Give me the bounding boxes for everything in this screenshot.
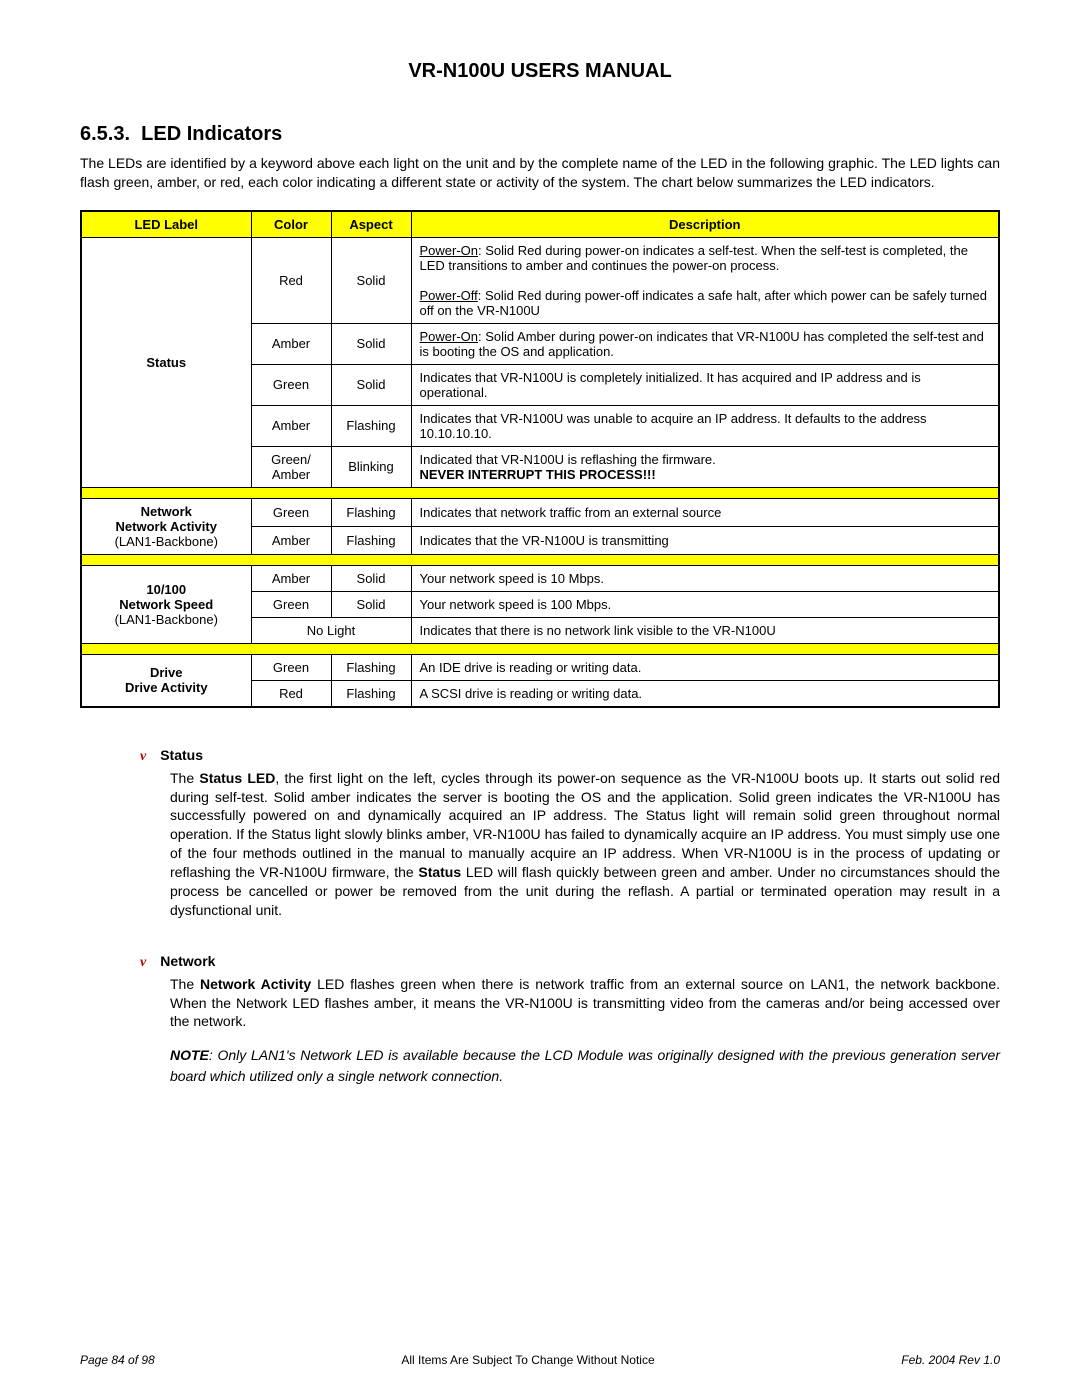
aspect-cell: Solid — [331, 364, 411, 405]
page-footer: Page 84 of 98 All Items Are Subject To C… — [80, 1313, 1000, 1367]
aspect-cell: Flashing — [331, 680, 411, 707]
col-led-label: LED Label — [81, 211, 251, 238]
status-body: The Status LED, the first light on the l… — [170, 769, 1000, 920]
footer-rev: Feb. 2004 Rev 1.0 — [901, 1353, 1000, 1367]
col-description: Description — [411, 211, 999, 238]
description-cell: Indicates that VR-N100U was unable to ac… — [411, 405, 999, 446]
col-aspect: Aspect — [331, 211, 411, 238]
aspect-cell: Solid — [331, 323, 411, 364]
color-cell: Green/Amber — [251, 446, 331, 487]
bullet-icon: v — [140, 954, 146, 973]
bullet-icon: v — [140, 748, 146, 767]
separator-row — [81, 554, 999, 565]
color-cell: Amber — [251, 526, 331, 554]
aspect-cell: Blinking — [331, 446, 411, 487]
color-cell: Red — [251, 680, 331, 707]
color-cell: Red — [251, 237, 331, 323]
description-cell: Power-On: Solid Red during power-on indi… — [411, 237, 999, 323]
table-row: DriveDrive ActivityGreenFlashingAn IDE d… — [81, 654, 999, 680]
description-cell: An IDE drive is reading or writing data. — [411, 654, 999, 680]
table-row: StatusRedSolidPower-On: Solid Red during… — [81, 237, 999, 323]
network-heading-text: Network — [160, 952, 215, 971]
network-note: NOTE: Only LAN1's Network LED is availab… — [170, 1045, 1000, 1086]
description-cell: Indicates that there is no network link … — [411, 617, 999, 643]
section-number: 6.5.3. — [80, 123, 130, 145]
led-table: LED Label Color Aspect Description Statu… — [80, 210, 1000, 708]
description-cell: Indicates that the VR-N100U is transmitt… — [411, 526, 999, 554]
description-cell: Power-On: Solid Amber during power-on in… — [411, 323, 999, 364]
aspect-cell: Solid — [331, 237, 411, 323]
color-cell: Green — [251, 591, 331, 617]
aspect-cell: Solid — [331, 591, 411, 617]
color-cell: Green — [251, 364, 331, 405]
description-cell: Your network speed is 10 Mbps. — [411, 565, 999, 591]
status-heading: v Status — [140, 746, 1000, 767]
footer-page: Page 84 of 98 — [80, 1353, 155, 1367]
section-title: LED Indicators — [141, 123, 282, 145]
section-heading: 6.5.3. LED Indicators — [80, 123, 1000, 146]
network-heading: v Network — [140, 952, 1000, 973]
description-cell: Your network speed is 100 Mbps. — [411, 591, 999, 617]
aspect-cell: Flashing — [331, 526, 411, 554]
table-row: NetworkNetwork Activity(LAN1-Backbone)Gr… — [81, 498, 999, 526]
separator-row — [81, 487, 999, 498]
table-header-row: LED Label Color Aspect Description — [81, 211, 999, 238]
aspect-cell: Flashing — [331, 654, 411, 680]
table-row: 10/100Network Speed(LAN1-Backbone)AmberS… — [81, 565, 999, 591]
color-cell: Amber — [251, 565, 331, 591]
separator-row — [81, 643, 999, 654]
led-label-cell: 10/100Network Speed(LAN1-Backbone) — [81, 565, 251, 643]
aspect-cell: Flashing — [331, 405, 411, 446]
merged-color-aspect: No Light — [251, 617, 411, 643]
description-cell: Indicated that VR-N100U is reflashing th… — [411, 446, 999, 487]
col-color: Color — [251, 211, 331, 238]
status-heading-text: Status — [160, 746, 203, 765]
led-label-cell: DriveDrive Activity — [81, 654, 251, 707]
aspect-cell: Flashing — [331, 498, 411, 526]
intro-paragraph: The LEDs are identified by a keyword abo… — [80, 154, 1000, 192]
color-cell: Amber — [251, 323, 331, 364]
color-cell: Green — [251, 654, 331, 680]
description-cell: A SCSI drive is reading or writing data. — [411, 680, 999, 707]
footer-center: All Items Are Subject To Change Without … — [401, 1353, 654, 1367]
aspect-cell: Solid — [331, 565, 411, 591]
led-label-cell: Status — [81, 237, 251, 487]
color-cell: Green — [251, 498, 331, 526]
color-cell: Amber — [251, 405, 331, 446]
network-body: The Network Activity LED flashes green w… — [170, 975, 1000, 1032]
description-cell: Indicates that VR-N100U is completely in… — [411, 364, 999, 405]
led-label-cell: NetworkNetwork Activity(LAN1-Backbone) — [81, 498, 251, 554]
document-title: VR-N100U USERS MANUAL — [80, 60, 1000, 83]
description-cell: Indicates that network traffic from an e… — [411, 498, 999, 526]
